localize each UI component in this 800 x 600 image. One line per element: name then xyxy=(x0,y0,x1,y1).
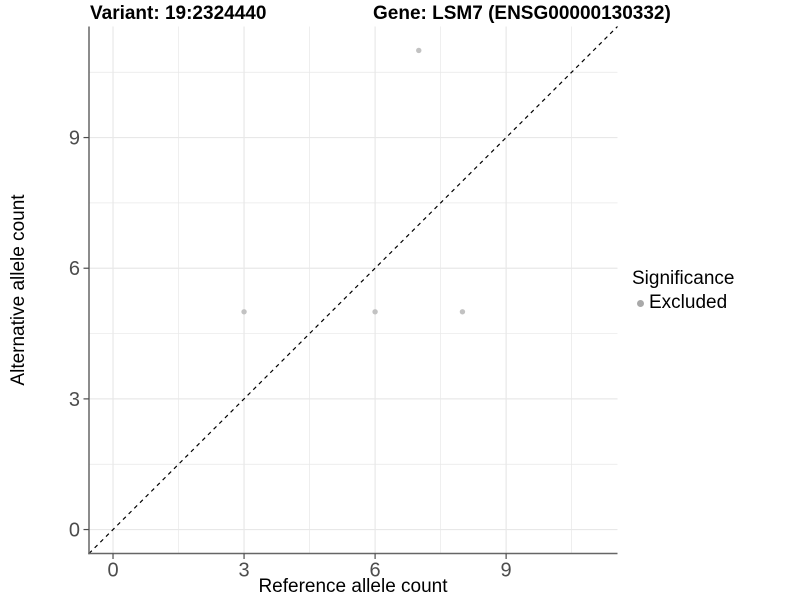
x-tick-label: 6 xyxy=(370,560,381,582)
legend: Significance Excluded xyxy=(632,268,734,314)
excluded-dot-icon xyxy=(637,300,644,307)
x-axis-title: Reference allele count xyxy=(258,576,448,597)
y-tick-label: 3 xyxy=(69,389,80,411)
legend-item-excluded: Excluded xyxy=(632,292,734,314)
gene-title: Gene: LSM7 (ENSG00000130332) xyxy=(373,3,671,24)
y-tick-label: 9 xyxy=(69,128,80,150)
legend-item-label: Excluded xyxy=(649,292,728,313)
y-tick-label: 0 xyxy=(69,520,80,542)
y-axis-title: Alternative allele count xyxy=(8,194,29,386)
legend-title: Significance xyxy=(632,268,735,289)
identity-line xyxy=(88,26,618,554)
x-tick-label: 9 xyxy=(501,560,512,582)
x-tick-label: 0 xyxy=(107,560,118,582)
data-point xyxy=(241,309,247,315)
data-point xyxy=(416,47,422,54)
data-point xyxy=(372,309,378,315)
y-tick-label: 6 xyxy=(69,258,80,280)
x-tick-label: 3 xyxy=(238,560,249,582)
variant-title: Variant: 19:2324440 xyxy=(90,3,267,24)
data-point xyxy=(459,309,466,315)
